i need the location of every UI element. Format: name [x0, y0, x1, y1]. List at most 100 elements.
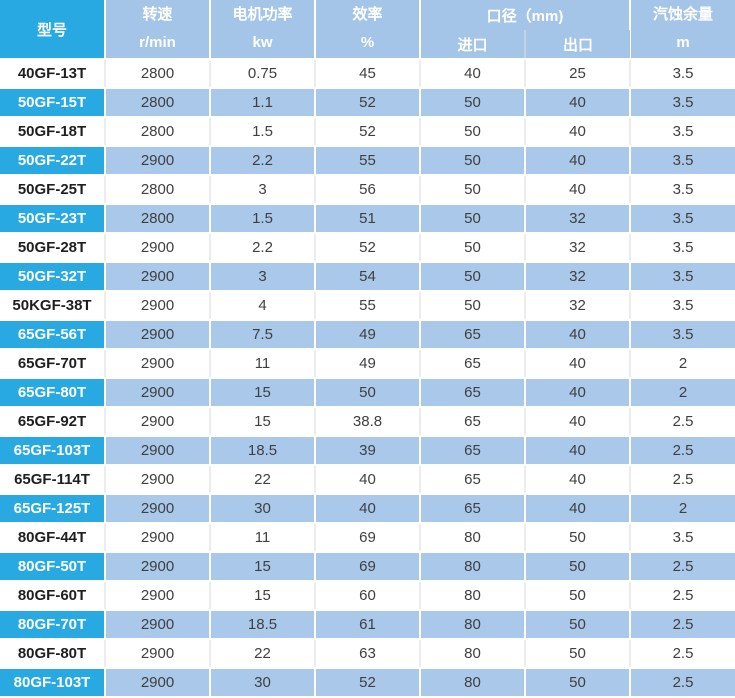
header-model: 型号 [0, 0, 106, 60]
table-row: 50GF-23T 2800 1.5 51 50 32 3.5 [0, 204, 735, 234]
value-cell: 2900 [105, 436, 211, 466]
model-cell: 80GF-60T [0, 581, 106, 611]
value-cell: 2.5 [630, 436, 735, 466]
header-power-label: 电机功率 [232, 6, 293, 23]
header-efficiency: 效率 % [315, 0, 421, 60]
value-cell: 40 [525, 378, 632, 408]
value-cell: 61 [315, 610, 421, 640]
value-cell: 2900 [105, 146, 211, 176]
header-row-bottom: 进口 出口 [0, 30, 735, 60]
model-cell: 65GF-92T [0, 407, 106, 437]
model-cell: 50GF-18T [0, 117, 106, 147]
value-cell: 2.5 [630, 668, 735, 698]
header-power: 电机功率 kw [210, 0, 316, 60]
value-cell: 2900 [105, 581, 211, 611]
model-cell: 80GF-50T [0, 552, 106, 582]
model-cell: 50GF-28T [0, 233, 106, 263]
value-cell: 52 [315, 117, 421, 147]
value-cell: 45 [315, 59, 421, 89]
value-cell: 11 [210, 349, 316, 379]
value-cell: 2.5 [630, 465, 735, 495]
value-cell: 1.5 [210, 204, 316, 234]
value-cell: 2.5 [630, 610, 735, 640]
header-npsh-label: 汽蚀余量 [653, 6, 714, 23]
value-cell: 3.5 [630, 291, 735, 321]
header-speed: 转速 r/min [105, 0, 211, 60]
model-cell: 50GF-32T [0, 262, 106, 292]
value-cell: 2900 [105, 610, 211, 640]
value-cell: 15 [210, 378, 316, 408]
value-cell: 2 [630, 349, 735, 379]
value-cell: 2900 [105, 465, 211, 495]
value-cell: 32 [525, 204, 632, 234]
value-cell: 65 [420, 436, 526, 466]
value-cell: 30 [210, 494, 316, 524]
value-cell: 80 [420, 668, 526, 698]
model-cell: 80GF-70T [0, 610, 106, 640]
model-cell: 65GF-125T [0, 494, 106, 524]
model-cell: 80GF-80T [0, 639, 106, 669]
table-row: 80GF-80T 2900 22 63 80 50 2.5 [0, 639, 735, 669]
value-cell: 1.1 [210, 88, 316, 118]
value-cell: 60 [315, 581, 421, 611]
value-cell: 52 [315, 88, 421, 118]
table-row: 65GF-125T 2900 30 40 65 40 2 [0, 494, 735, 524]
value-cell: 50 [525, 581, 632, 611]
value-cell: 65 [420, 494, 526, 524]
value-cell: 2800 [105, 117, 211, 147]
header-speed-unit: r/min [139, 34, 176, 51]
value-cell: 80 [420, 639, 526, 669]
value-cell: 15 [210, 552, 316, 582]
value-cell: 15 [210, 581, 316, 611]
value-cell: 40 [525, 349, 632, 379]
value-cell: 38.8 [315, 407, 421, 437]
value-cell: 55 [315, 146, 421, 176]
value-cell: 3.5 [630, 59, 735, 89]
table-row: 65GF-103T 2900 18.5 39 65 40 2.5 [0, 436, 735, 466]
table-body: 40GF-13T 2800 0.75 45 40 25 3.5 50GF-15T 2800 1.1… [0, 59, 735, 698]
value-cell: 51 [315, 204, 421, 234]
value-cell: 50 [525, 552, 632, 582]
value-cell: 65 [420, 407, 526, 437]
value-cell: 69 [315, 523, 421, 553]
value-cell: 0.75 [210, 59, 316, 89]
value-cell: 2900 [105, 378, 211, 408]
header-npsh-unit: m [676, 34, 690, 51]
header-npsh: 汽蚀余量 m [630, 0, 735, 60]
value-cell: 2.2 [210, 233, 316, 263]
header-outlet: 出口 [525, 30, 631, 60]
value-cell: 50 [420, 117, 526, 147]
model-cell: 50GF-23T [0, 204, 106, 234]
value-cell: 11 [210, 523, 316, 553]
value-cell: 40 [315, 465, 421, 495]
value-cell: 2900 [105, 349, 211, 379]
value-cell: 2800 [105, 175, 211, 205]
value-cell: 40 [525, 407, 632, 437]
value-cell: 52 [315, 233, 421, 263]
value-cell: 49 [315, 320, 421, 350]
value-cell: 3 [210, 175, 316, 205]
value-cell: 3.5 [630, 146, 735, 176]
value-cell: 40 [315, 494, 421, 524]
header-efficiency-label: 效率 [352, 6, 383, 23]
value-cell: 80 [420, 523, 526, 553]
value-cell: 2900 [105, 523, 211, 553]
table-row: 40GF-13T 2800 0.75 45 40 25 3.5 [0, 59, 735, 89]
value-cell: 18.5 [210, 436, 316, 466]
value-cell: 2.5 [630, 639, 735, 669]
table-row: 50GF-25T 2800 3 56 50 40 3.5 [0, 175, 735, 205]
value-cell: 40 [525, 436, 632, 466]
value-cell: 1.5 [210, 117, 316, 147]
value-cell: 50 [420, 291, 526, 321]
value-cell: 40 [525, 175, 632, 205]
value-cell: 65 [420, 349, 526, 379]
value-cell: 25 [525, 59, 632, 89]
value-cell: 7.5 [210, 320, 316, 350]
table-row: 80GF-44T 2900 11 69 80 50 3.5 [0, 523, 735, 553]
table-row: 80GF-70T 2900 18.5 61 80 50 2.5 [0, 610, 735, 640]
table-row: 80GF-60T 2900 15 60 80 50 2.5 [0, 581, 735, 611]
value-cell: 18.5 [210, 610, 316, 640]
table-row: 80GF-103T 2900 30 52 80 50 2.5 [0, 668, 735, 698]
value-cell: 50 [420, 146, 526, 176]
